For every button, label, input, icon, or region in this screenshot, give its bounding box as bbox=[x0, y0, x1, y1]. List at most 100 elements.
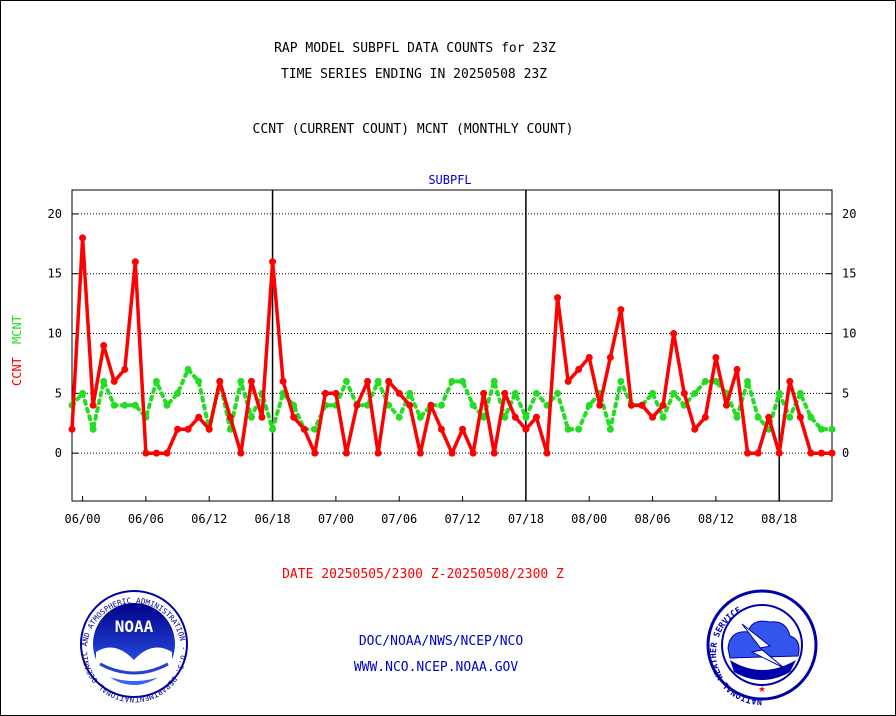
xtick-label-7: 07/18 bbox=[508, 512, 544, 526]
point-ccnt-16 bbox=[237, 449, 245, 457]
chart-title: SUBPFL bbox=[428, 173, 471, 187]
point-ccnt-68 bbox=[786, 377, 794, 385]
point-mcnt-65 bbox=[754, 413, 762, 421]
point-ccnt-52 bbox=[617, 306, 625, 314]
ytick-label-left-15: 15 bbox=[48, 267, 62, 281]
header-line-1: RAP MODEL SUBPFL DATA COUNTS for 23Z bbox=[274, 41, 556, 56]
xtick-label-8: 08/00 bbox=[571, 512, 607, 526]
point-mcnt-16 bbox=[237, 377, 245, 385]
point-ccnt-41 bbox=[501, 389, 509, 397]
ylabel-ccnt: CCNT bbox=[10, 357, 24, 386]
point-mcnt-61 bbox=[712, 377, 720, 385]
plot-frame bbox=[71, 189, 833, 502]
xtick-label-2: 06/12 bbox=[191, 512, 227, 526]
point-ccnt-4 bbox=[110, 377, 118, 385]
ylabel-mcnt: MCNT bbox=[10, 315, 24, 344]
point-ccnt-45 bbox=[543, 449, 551, 457]
point-ccnt-47 bbox=[564, 377, 572, 385]
point-mcnt-49 bbox=[585, 401, 593, 409]
point-ccnt-25 bbox=[332, 389, 340, 397]
point-ccnt-70 bbox=[807, 449, 815, 457]
point-ccnt-48 bbox=[575, 365, 583, 373]
point-mcnt-42 bbox=[511, 389, 519, 397]
point-ccnt-6 bbox=[131, 258, 139, 266]
header-line-3: CCNT (CURRENT COUNT) MCNT (MONTHLY COUNT… bbox=[253, 122, 574, 137]
point-ccnt-29 bbox=[374, 449, 382, 457]
point-mcnt-12 bbox=[195, 377, 203, 385]
point-ccnt-56 bbox=[659, 401, 667, 409]
xtick-label-0: 06/00 bbox=[64, 512, 100, 526]
nws-star-icon: ★ bbox=[758, 681, 765, 695]
point-mcnt-2 bbox=[89, 425, 97, 433]
point-ccnt-42 bbox=[511, 413, 519, 421]
point-ccnt-11 bbox=[184, 425, 192, 433]
point-mcnt-33 bbox=[416, 413, 424, 421]
point-mcnt-67 bbox=[775, 389, 783, 397]
website-link[interactable]: WWW.NCO.NCEP.NOAA.GOV bbox=[354, 660, 519, 675]
point-ccnt-5 bbox=[121, 365, 129, 373]
point-mcnt-60 bbox=[701, 377, 709, 385]
xtick-label-10: 08/12 bbox=[698, 512, 734, 526]
point-mcnt-8 bbox=[152, 377, 160, 385]
point-ccnt-12 bbox=[195, 413, 203, 421]
ytick-label-left-0: 0 bbox=[55, 446, 62, 460]
point-mcnt-43 bbox=[522, 413, 530, 421]
point-mcnt-5 bbox=[121, 401, 129, 409]
point-mcnt-9 bbox=[163, 401, 171, 409]
point-ccnt-28 bbox=[364, 377, 372, 385]
point-mcnt-23 bbox=[311, 425, 319, 433]
point-ccnt-30 bbox=[385, 377, 393, 385]
point-ccnt-31 bbox=[395, 389, 403, 397]
point-ccnt-57 bbox=[670, 330, 678, 338]
ytick-label-right-10: 10 bbox=[842, 327, 856, 341]
y-tick-layer: 0 0 5 5 10 10 15 15 20 20 bbox=[48, 207, 857, 460]
ytick-label-left-5: 5 bbox=[55, 386, 62, 400]
point-mcnt-6 bbox=[131, 401, 139, 409]
point-ccnt-71 bbox=[817, 449, 825, 457]
point-ccnt-69 bbox=[796, 413, 804, 421]
point-mcnt-52 bbox=[617, 377, 625, 385]
point-mcnt-26 bbox=[342, 377, 350, 385]
series-layer bbox=[68, 234, 836, 457]
point-ccnt-62 bbox=[722, 401, 730, 409]
point-mcnt-31 bbox=[395, 413, 403, 421]
point-ccnt-19 bbox=[269, 258, 277, 266]
point-mcnt-59 bbox=[691, 389, 699, 397]
xtick-label-9: 08/06 bbox=[634, 512, 670, 526]
point-ccnt-3 bbox=[100, 342, 108, 349]
point-mcnt-35 bbox=[437, 401, 445, 409]
point-mcnt-17 bbox=[247, 413, 255, 421]
point-mcnt-70 bbox=[807, 413, 815, 421]
point-ccnt-32 bbox=[406, 401, 414, 409]
point-mcnt-41 bbox=[501, 413, 509, 421]
nws-logo: NATIONAL WEATHER SERVICE ★ bbox=[706, 589, 818, 706]
org-path: DOC/NOAA/NWS/NCEP/NCO bbox=[359, 634, 524, 649]
point-ccnt-50 bbox=[596, 401, 604, 409]
point-ccnt-22 bbox=[300, 425, 308, 433]
xtick-label-11: 08/18 bbox=[761, 512, 797, 526]
point-ccnt-34 bbox=[427, 401, 435, 409]
point-mcnt-63 bbox=[733, 413, 741, 421]
point-mcnt-1 bbox=[79, 389, 87, 397]
point-ccnt-51 bbox=[606, 353, 614, 361]
point-ccnt-43 bbox=[522, 425, 530, 433]
point-mcnt-51 bbox=[606, 425, 614, 433]
xtick-label-1: 06/06 bbox=[128, 512, 164, 526]
point-ccnt-64 bbox=[744, 449, 752, 457]
point-ccnt-27 bbox=[353, 401, 361, 409]
point-ccnt-13 bbox=[205, 425, 213, 433]
point-ccnt-40 bbox=[490, 449, 498, 457]
point-mcnt-37 bbox=[459, 377, 467, 385]
xtick-label-3: 06/18 bbox=[254, 512, 290, 526]
date-range: DATE 20250505/2300 Z-20250508/2300 Z bbox=[282, 567, 564, 582]
point-mcnt-36 bbox=[448, 377, 456, 385]
point-mcnt-39 bbox=[480, 413, 488, 421]
point-ccnt-26 bbox=[342, 449, 350, 457]
point-ccnt-54 bbox=[638, 401, 646, 409]
xtick-label-4: 07/00 bbox=[318, 512, 354, 526]
point-ccnt-37 bbox=[459, 425, 467, 433]
point-ccnt-24 bbox=[321, 389, 329, 397]
point-mcnt-3 bbox=[100, 377, 108, 385]
point-mcnt-29 bbox=[374, 377, 382, 385]
